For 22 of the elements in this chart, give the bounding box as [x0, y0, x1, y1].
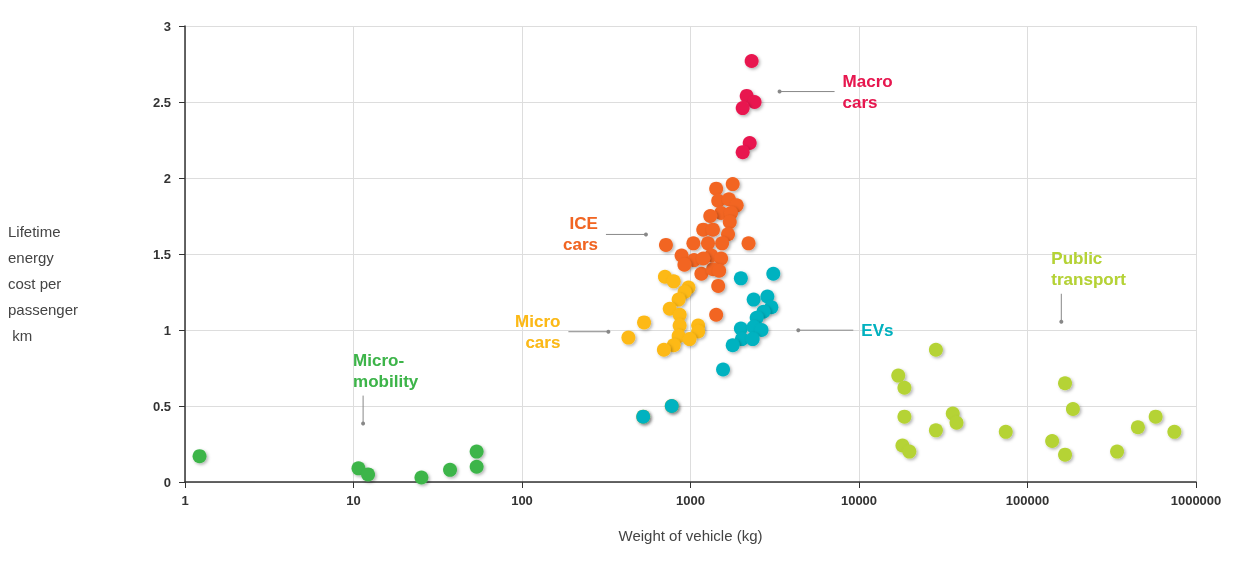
x-tick-label: 1000: [676, 493, 705, 508]
y-tick-label: 1.5: [152, 246, 171, 262]
text: ICE cars: [562, 214, 598, 255]
y-axis-title: Lifetime energy cost per passenger km: [8, 223, 79, 344]
x-axis-title: Weight of vehicle (kg): [618, 527, 763, 544]
x-tick-label: 100000: [1005, 493, 1050, 508]
x-tick-label: 10000: [840, 493, 878, 508]
y-tick-label: 0: [163, 474, 171, 490]
text: Macro cars: [842, 71, 893, 112]
y-tick-label: 2.5: [152, 94, 171, 110]
x-tick-label: 1: [181, 493, 189, 508]
y-tick-label: 3: [163, 18, 171, 34]
text: Micro-mobility: [353, 350, 419, 391]
text: EVs: [861, 320, 894, 340]
x-tick-label: 1000000: [1170, 493, 1222, 508]
y-tick-label: 1: [163, 322, 171, 338]
text: Micro cars: [515, 311, 561, 352]
text: Public transport: [1051, 248, 1127, 289]
y-tick-label: 0.5: [152, 398, 171, 414]
y-tick-label: 2: [163, 170, 171, 186]
x-tick-label: 10: [346, 493, 361, 508]
x-tick-label: 100: [511, 493, 533, 508]
